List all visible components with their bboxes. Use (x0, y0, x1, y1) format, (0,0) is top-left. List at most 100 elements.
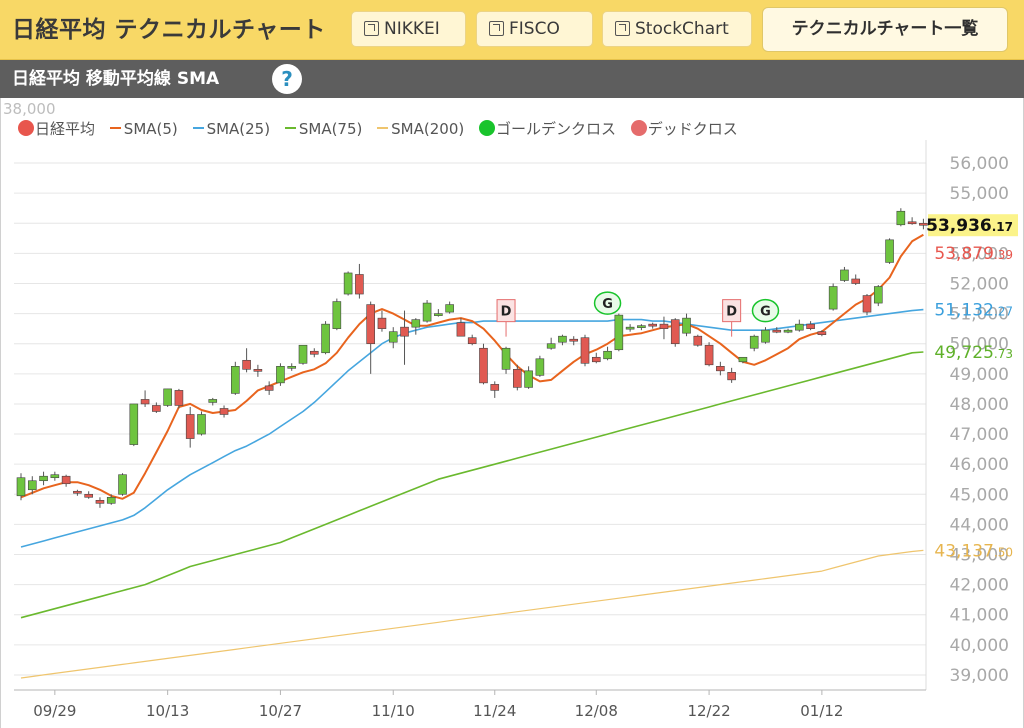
candle-body (84, 493, 93, 498)
candle-body (772, 329, 782, 333)
legend-label: SMA(5) (123, 120, 178, 138)
top-bar: 日経平均 テクニカルチャート NIKKEI FISCO StockChart テ… (0, 0, 1024, 60)
y-tick-label: 47,000 (950, 425, 1009, 445)
y-tick-label: 52,000 (950, 275, 1009, 295)
sma-line-sma5 (20, 233, 924, 500)
candle-body (761, 329, 770, 343)
legend-dot-icon (630, 120, 647, 136)
right-value-label: 43,137.50 (934, 541, 1013, 561)
legend-item-sma5[interactable]: SMA(5) (109, 118, 178, 140)
tab-label: FISCO (509, 19, 560, 39)
candle-body (840, 269, 849, 281)
x-tick-label: 11/24 (473, 702, 516, 720)
candle-body (513, 369, 522, 388)
tab-stockchart[interactable]: StockChart (602, 11, 752, 47)
candle-body (163, 388, 172, 406)
legend-item-dead-cross[interactable]: デッドクロス (630, 118, 738, 140)
y-tick-label: 56,000 (950, 154, 1009, 174)
external-link-icon (364, 21, 379, 36)
candle-body (727, 372, 736, 381)
legend-item-sma25[interactable]: SMA(25) (192, 118, 271, 140)
candle-body (231, 366, 240, 394)
candle-body (851, 278, 861, 284)
candle-body (716, 366, 725, 372)
sma-line-sma25 (20, 308, 924, 548)
candle-body (445, 304, 454, 313)
candle-body (467, 337, 477, 345)
candle-body (862, 295, 872, 313)
y-tick-label: 39,000 (950, 666, 1009, 686)
candle-body (343, 272, 353, 295)
y-tick-label: 43,000 (950, 546, 1009, 566)
help-icon[interactable]: ? (272, 64, 302, 94)
x-tick-label: 10/27 (259, 702, 302, 720)
candle-body (603, 350, 612, 360)
candle-body (298, 344, 308, 364)
candle-body (106, 496, 116, 504)
chart-section-title: 日経平均 移動平均線 SMA (12, 69, 220, 89)
candle-body (580, 337, 590, 364)
x-tick-label: 09/29 (33, 702, 76, 720)
right-value-label: 53,879.39 (934, 244, 1013, 264)
candle-body (704, 344, 714, 366)
candle-body (873, 286, 883, 304)
candle-body (524, 370, 533, 388)
candle-body (670, 319, 680, 345)
legend-item-golden-cross[interactable]: ゴールデンクロス (479, 118, 616, 140)
candle-body (614, 314, 624, 351)
legend-dot-icon (18, 120, 34, 136)
tab-fisco[interactable]: FISCO (476, 11, 593, 47)
candle-body (16, 477, 26, 497)
signal-label: G (760, 305, 771, 320)
x-tick-label: 10/13 (146, 702, 189, 720)
candle-body (896, 210, 906, 226)
legend-label: SMA(25) (206, 120, 271, 138)
candle-body (377, 317, 387, 329)
candle-body (535, 358, 545, 376)
candle-body (309, 350, 319, 355)
legend-label: SMA(200) (391, 120, 465, 138)
candle-body (39, 475, 48, 482)
legend-dot-icon (479, 120, 495, 136)
signal-label: D (501, 305, 512, 320)
right-value-label: 53,936.17 (926, 216, 1013, 236)
candle-body (208, 399, 218, 403)
candle-body (795, 323, 804, 331)
candle-body (738, 356, 748, 363)
candle-body (682, 317, 691, 334)
external-link-icon (489, 21, 504, 36)
candle-body (27, 480, 37, 491)
candle-body (242, 359, 251, 370)
y-tick-label: 41,000 (950, 606, 1009, 626)
y-tick-label: 46,000 (950, 455, 1009, 475)
tab-label: NIKKEI (384, 19, 440, 39)
legend-line-icon (109, 127, 121, 129)
ghost-axis-label: 38,000 (3, 100, 56, 118)
candle-body (174, 390, 184, 406)
candle-body (648, 323, 657, 327)
candle-body (253, 369, 263, 372)
signal-label: D (726, 305, 737, 320)
y-tick-label: 53,000 (950, 244, 1009, 264)
candle-body (400, 326, 409, 337)
x-tick-label: 11/10 (372, 702, 415, 720)
golden-cross-marker (751, 298, 780, 323)
sma-line-sma200 (20, 549, 924, 679)
candle-body (783, 329, 793, 333)
candle-body (558, 335, 567, 343)
tab-technical-chart-list[interactable]: テクニカルチャート一覧 (762, 7, 1008, 52)
candle-body (61, 475, 71, 485)
candle-body (749, 335, 759, 349)
right-value-label: 49,725.73 (934, 343, 1013, 363)
legend-item-sma200[interactable]: SMA(200) (377, 118, 464, 140)
y-tick-label: 42,000 (950, 576, 1009, 596)
tab-nikkei[interactable]: NIKKEI (351, 11, 466, 47)
legend-item-nikkei[interactable]: 日経平均 (18, 118, 95, 140)
candle-body (185, 414, 195, 439)
candle-body (456, 322, 466, 337)
candle-body (817, 331, 827, 335)
legend-item-sma75[interactable]: SMA(75) (284, 118, 362, 140)
candle-body (693, 335, 703, 346)
candle-body (806, 323, 815, 329)
